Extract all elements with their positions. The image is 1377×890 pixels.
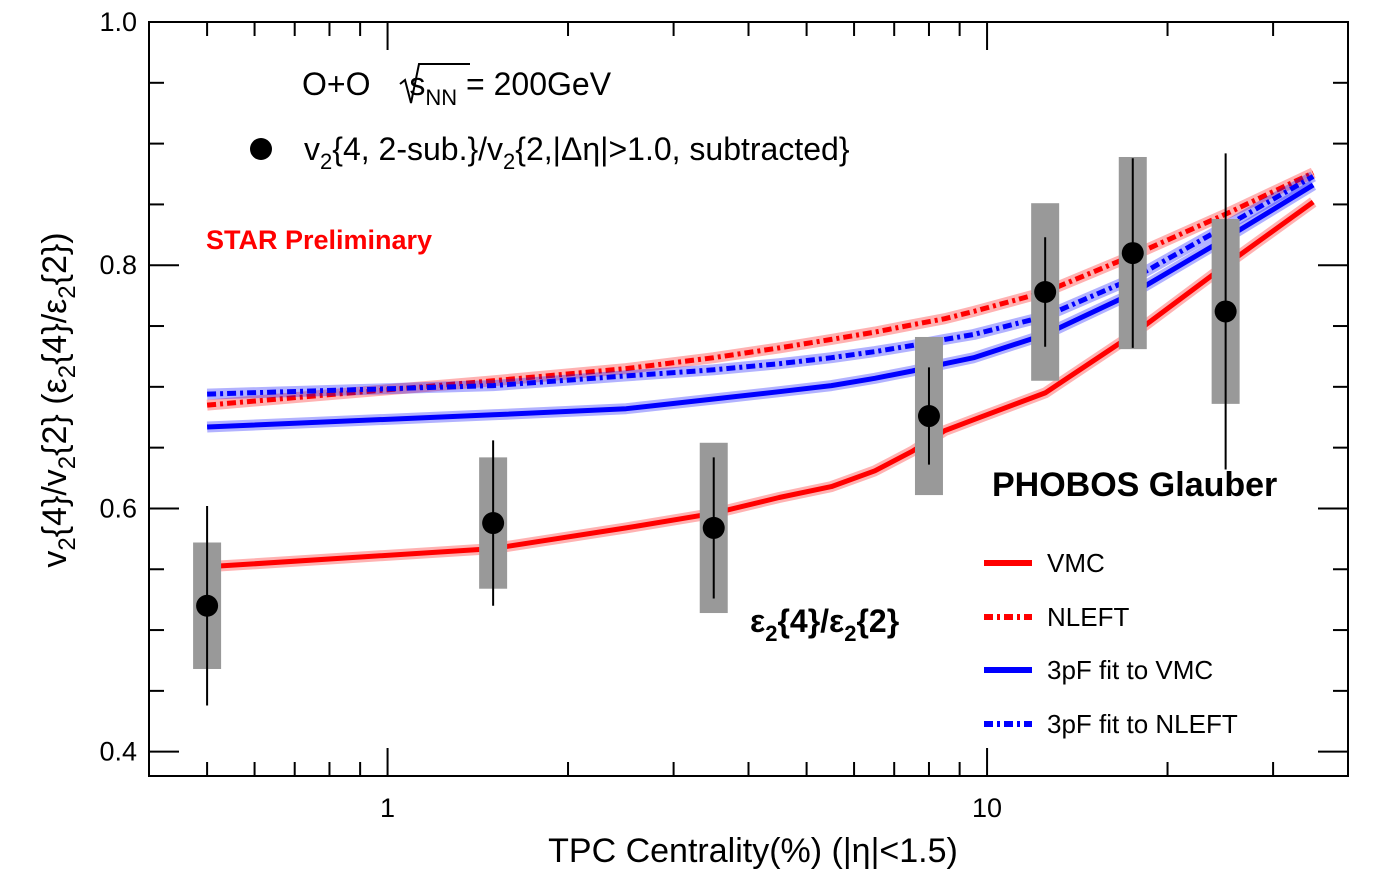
svg-text:O+O sNN = 200GeV: O+O sNN = 200GeV xyxy=(302,66,612,110)
legend-label-3pf-vmc: 3pF fit to VMC xyxy=(1047,655,1213,685)
y-tick-label: 0.6 xyxy=(99,493,137,523)
data-point xyxy=(1121,242,1144,265)
nleft-curve xyxy=(206,170,1315,408)
legend-label-nleft: NLEFT xyxy=(1047,602,1129,632)
data-point xyxy=(482,512,505,535)
svg-text:v2{4, 2-sub.}/v2{2,|Δη|>1.0, s: v2{4, 2-sub.}/v2{2,|Δη|>1.0, subtracted} xyxy=(304,131,850,174)
3pf-nleft-curve xyxy=(207,174,1315,397)
y-tick-label: 0.4 xyxy=(99,737,137,767)
system-label: O+O sNN = 200GeV xyxy=(302,63,612,110)
sqrt-sign xyxy=(399,63,470,104)
data-point xyxy=(196,594,219,617)
data-point xyxy=(1034,280,1057,303)
data-legend: v2{4, 2-sub.}/v2{2,|Δη|>1.0, subtracted} xyxy=(250,131,850,174)
3pf-vmc-curve xyxy=(206,182,1315,430)
data-points xyxy=(193,153,1240,706)
vmc-curve xyxy=(206,199,1315,570)
x-tick-label: 10 xyxy=(972,793,1002,823)
data-point xyxy=(917,405,940,428)
model-label: PHOBOS Glauber xyxy=(992,466,1277,504)
model-legend: VMC NLEFT 3pF fit to VMC 3pF fit to NLEF… xyxy=(984,548,1238,739)
legend-label-vmc: VMC xyxy=(1047,548,1105,578)
data-point xyxy=(1214,300,1237,323)
y-tick-label: 0.8 xyxy=(99,250,137,280)
legend-label-3pf-nleft: 3pF fit to NLEFT xyxy=(1047,709,1238,739)
data-legend-marker xyxy=(250,138,272,160)
x-tick-label: 1 xyxy=(380,793,395,823)
ratio-label: ε2{4}/ε2{2} xyxy=(750,603,899,646)
model-curves xyxy=(206,167,1317,573)
axis-ticks xyxy=(148,21,1349,776)
tick-labels: 1 10 0.4 0.6 0.8 1.0 xyxy=(99,7,1002,823)
x-axis-title: TPC Centrality(%) (|η|<1.5) xyxy=(548,832,958,870)
star-preliminary-label: STAR Preliminary xyxy=(206,225,432,255)
y-axis-title: v2{4}/v2{2} (ε2{4}/ε2{2}) xyxy=(36,232,81,567)
y-tick-label: 1.0 xyxy=(99,7,137,37)
data-point xyxy=(702,516,725,539)
